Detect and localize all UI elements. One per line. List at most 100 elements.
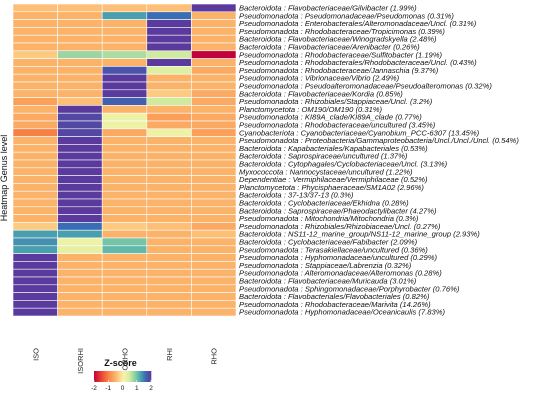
heatmap-cell xyxy=(101,307,148,317)
heatmap-cell xyxy=(12,237,58,247)
heatmap-cell xyxy=(101,105,148,114)
heatmap-cell xyxy=(101,42,148,52)
legend-tick-label: 0 xyxy=(121,385,125,392)
colorbar-segment xyxy=(108,371,110,382)
heatmap-cell xyxy=(12,307,58,317)
heatmap-cell xyxy=(12,144,58,153)
heatmap-cell xyxy=(101,112,148,122)
column-label: ISORHI xyxy=(76,348,85,374)
heatmap-cell xyxy=(57,120,103,130)
colorbar-segment xyxy=(126,371,128,382)
heatmap-cell xyxy=(12,268,58,278)
row-label: Bacteroidota : NS11-12_marine_group/NS11… xyxy=(239,230,480,239)
heatmap-cell xyxy=(146,175,192,184)
colorbar-segment xyxy=(144,371,146,382)
colorbar-segment xyxy=(135,371,137,382)
heatmap-cell xyxy=(57,214,103,223)
colorbar-segment xyxy=(138,371,140,382)
heatmap-cell xyxy=(12,253,58,262)
heatmap-cell xyxy=(191,27,237,36)
row-label: Myxococcota : Nannocystaceae/uncultured … xyxy=(239,167,413,176)
heatmap-cell xyxy=(101,245,148,254)
colorbar-segment xyxy=(100,371,102,382)
heatmap-cell xyxy=(146,206,192,215)
heatmap-cell xyxy=(146,214,192,223)
row-label: Pseudomonadota : Vibrionaceae/Vibrio (2.… xyxy=(239,74,400,83)
heatmap-cell xyxy=(12,89,58,98)
heatmap-cell xyxy=(191,50,237,59)
row-label: Bacteroidota : Saprospiraceae/uncultured… xyxy=(239,152,408,161)
row-label: Pseudomonadota : Mitochondria/Mitochondr… xyxy=(239,214,419,223)
heatmap-cell xyxy=(101,89,148,98)
heatmap-cell xyxy=(146,167,192,176)
heatmap-cell xyxy=(101,136,148,145)
row-label: Bacteroidota : Cyclobacteriaceae/Fabibac… xyxy=(239,238,418,247)
heatmap-cell xyxy=(12,183,58,192)
colorbar-segment xyxy=(129,371,131,382)
colorbar-segment xyxy=(120,371,122,382)
heatmap-cell xyxy=(12,112,58,122)
heatmap-cell xyxy=(57,276,103,286)
heatmap-cell xyxy=(101,58,148,67)
heatmap-cell xyxy=(101,253,148,262)
heatmap-cell xyxy=(101,167,148,176)
heatmap-cell xyxy=(12,190,58,200)
colorbar-segment xyxy=(137,371,139,382)
colorbar-segment xyxy=(113,371,115,382)
heatmap-cell xyxy=(146,198,192,208)
heatmap-cell xyxy=(146,42,192,52)
row-label: Pseudomonadota : Rhodobacterales/Rhodoba… xyxy=(239,58,477,67)
heatmap-cell xyxy=(101,120,148,130)
colorbar-segment xyxy=(150,371,152,382)
heatmap-cell xyxy=(57,253,103,262)
legend-colorbar xyxy=(94,371,152,382)
legend-ticks: -2 -1 0 1 2 xyxy=(91,380,153,392)
heatmap-cell xyxy=(191,97,237,106)
row-label: Pseudomonadota : Rhodobacteraceae/Jannas… xyxy=(239,66,439,75)
heatmap-cell xyxy=(146,245,192,254)
y-axis-label: Heatmap Genus level xyxy=(0,135,9,222)
heatmap-cell xyxy=(101,206,148,215)
column-labels: ISO ISORHI ISORHO RHI RHO xyxy=(31,348,218,378)
colorbar-segment xyxy=(105,371,107,382)
heatmap-cell xyxy=(101,27,148,36)
heatmap-cell xyxy=(191,307,237,317)
legend-tick-label: 2 xyxy=(149,385,153,392)
colorbar-segment xyxy=(99,371,101,382)
colorbar-segment xyxy=(104,371,106,382)
row-label: Cyanobacteriota : Cyanobacteriaceae/Cyan… xyxy=(239,128,480,137)
heatmap-cell xyxy=(191,136,237,145)
heatmap-cell xyxy=(146,151,192,161)
heatmap-cell xyxy=(191,112,237,122)
heatmap-cell xyxy=(191,198,237,208)
colorbar-segment xyxy=(98,371,100,382)
heatmap-cell xyxy=(191,300,237,309)
heatmap-cell xyxy=(191,284,237,293)
colorbar-segment xyxy=(110,371,112,382)
heatmap-cell xyxy=(191,73,237,83)
colorbar-segment xyxy=(145,371,147,382)
heatmap-cell xyxy=(146,19,192,28)
heatmap-cell xyxy=(146,66,192,75)
heatmap-cell xyxy=(146,144,192,153)
heatmap-cell xyxy=(191,222,237,231)
column-label: ISORHO xyxy=(121,348,130,378)
heatmap-cell xyxy=(191,151,237,161)
heatmap-cell xyxy=(57,307,103,317)
colorbar-segment xyxy=(146,371,148,382)
heatmap-cell xyxy=(12,292,58,301)
row-label: Pseudomonadota : Rhodobacteraceae/Tropic… xyxy=(239,27,445,36)
colorbar-segment xyxy=(112,371,114,382)
colorbar-segment xyxy=(141,371,143,382)
row-label: Pseudomonadota : KI89A_clade/KI89A_clade… xyxy=(239,113,422,122)
heatmap-cell xyxy=(57,159,103,169)
heatmap-cell xyxy=(57,237,103,247)
heatmap-cell xyxy=(146,34,192,44)
heatmap-cell xyxy=(57,89,103,98)
heatmap-cell xyxy=(191,34,237,44)
heatmap-cell xyxy=(57,183,103,192)
heatmap-cell xyxy=(57,42,103,52)
row-label: Pseudomonadota : Terasakiellaceae/uncult… xyxy=(239,245,428,254)
heatmap-cell xyxy=(12,151,58,161)
heatmap-cell xyxy=(101,175,148,184)
